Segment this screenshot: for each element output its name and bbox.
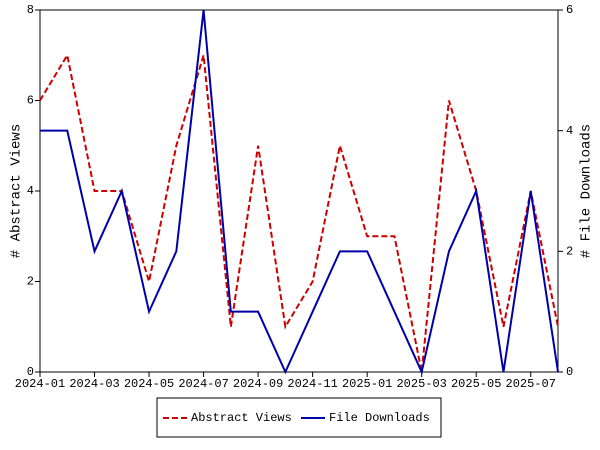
x-tick-label: 2025-01 bbox=[342, 377, 392, 391]
y2-tick-label: 0 bbox=[566, 365, 573, 379]
x-tick-label: 2024-07 bbox=[178, 377, 228, 391]
y-tick-label: 4 bbox=[27, 184, 34, 198]
x-tick-label: 2024-01 bbox=[15, 377, 65, 391]
y-tick-label: 8 bbox=[27, 3, 34, 17]
series-line bbox=[39, 52, 559, 373]
y-axis-title: # Abstract Views bbox=[9, 124, 25, 258]
legend-box bbox=[156, 397, 442, 438]
legend-label: File Downloads bbox=[329, 411, 430, 425]
y2-tick-label: 4 bbox=[566, 124, 573, 138]
legend-label: Abstract Views bbox=[191, 411, 292, 425]
y2-axis-title: # File Downloads bbox=[579, 124, 595, 258]
x-tick-label: 2025-05 bbox=[451, 377, 501, 391]
y2-tick-label: 2 bbox=[566, 245, 573, 259]
x-tick-label: 2025-07 bbox=[506, 377, 556, 391]
x-tick-label: 2024-05 bbox=[124, 377, 174, 391]
series-line bbox=[40, 9, 559, 376]
y-tick-label: 2 bbox=[27, 275, 34, 289]
x-tick-label: 2024-11 bbox=[287, 377, 337, 391]
y-tick-label: 0 bbox=[27, 365, 34, 379]
x-tick-label: 2025-03 bbox=[396, 377, 446, 391]
x-tick-label: 2024-09 bbox=[233, 377, 283, 391]
y-tick-label: 6 bbox=[27, 94, 34, 108]
plot-frame bbox=[39, 9, 559, 373]
y2-tick-label: 6 bbox=[566, 3, 573, 17]
x-tick-label: 2024-03 bbox=[69, 377, 119, 391]
